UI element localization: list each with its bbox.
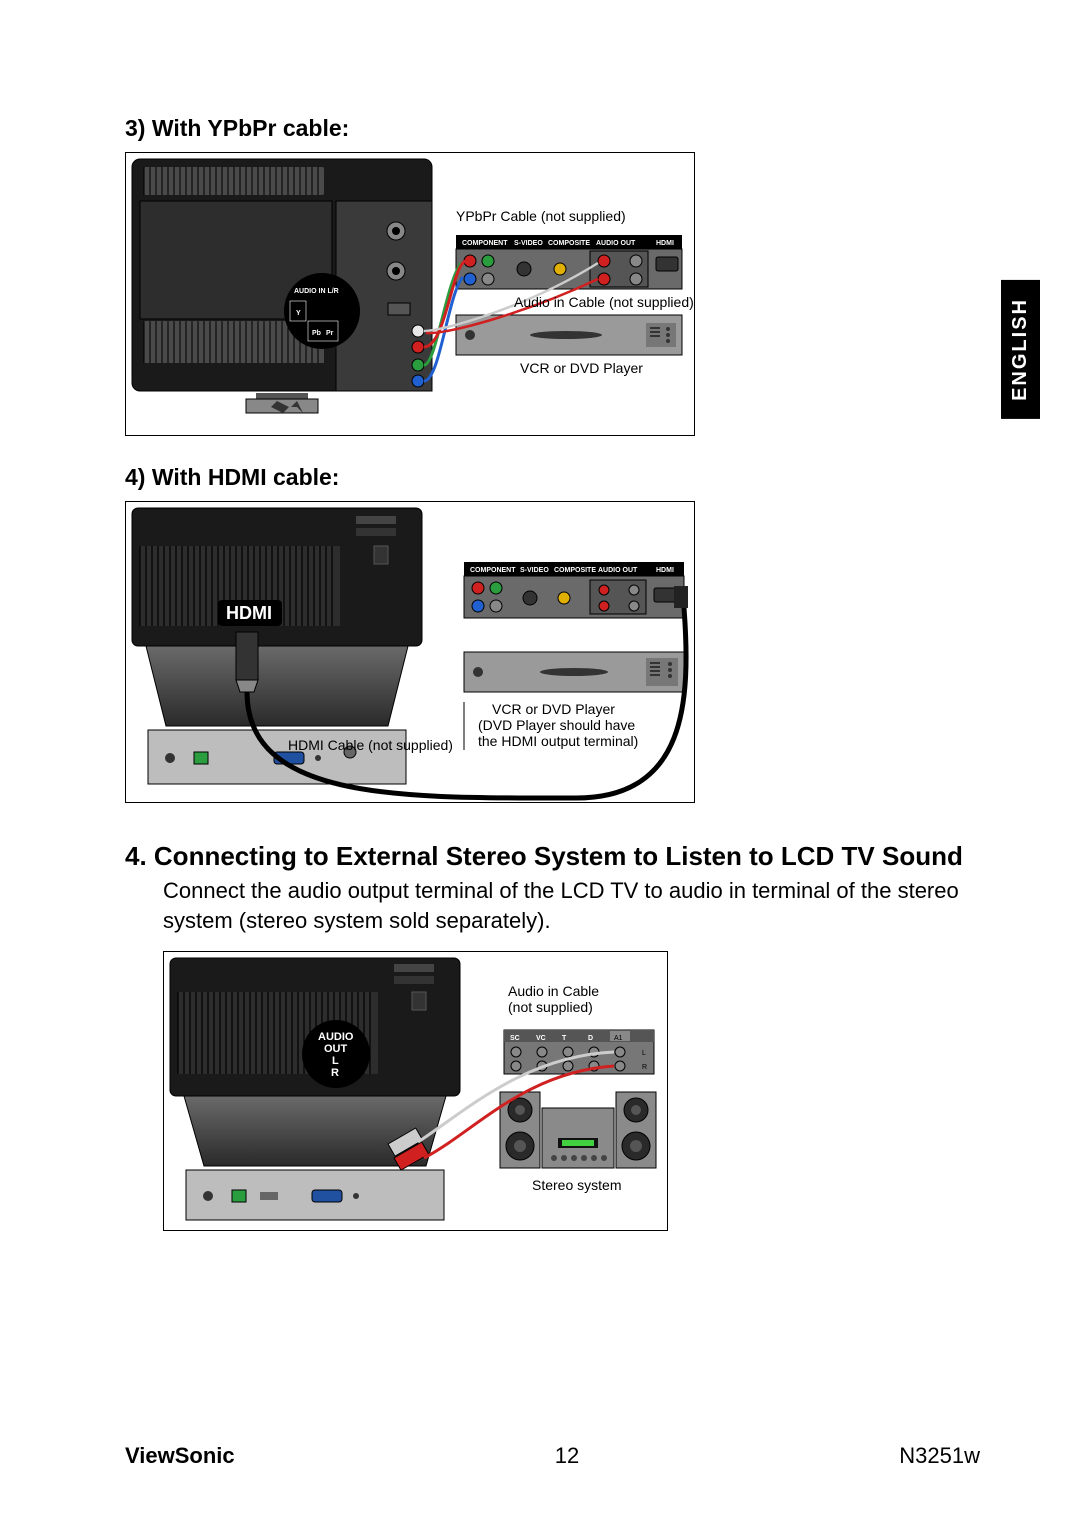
port-label: COMPONENT — [462, 240, 508, 247]
stereo-section-body: Connect the audio output terminal of the… — [163, 876, 980, 935]
ypbpr-cable-label: YPbPr Cable (not supplied) — [456, 208, 626, 224]
port-label: S-VIDEO — [514, 240, 543, 247]
port-label: S-VIDEO — [520, 567, 549, 574]
svg-text:R: R — [331, 1067, 339, 1079]
stereo-port: VC — [536, 1035, 546, 1042]
page-footer: ViewSonic 12 N3251w — [125, 1443, 980, 1469]
pb-label: Pb — [312, 330, 321, 337]
stereo-port: T — [562, 1035, 567, 1042]
dvd-note1: (DVD Player should have — [478, 717, 635, 733]
port-label: COMPOSITE — [548, 240, 590, 247]
dvd-note2: the HDMI output terminal) — [478, 733, 638, 749]
stereo-section-heading: 4. Connecting to External Stereo System … — [125, 841, 980, 872]
audio-cable-label: Audio in Cable — [508, 983, 599, 999]
audio-cable-label2: (not supplied) — [508, 999, 593, 1015]
ypbpr-heading: 3) With YPbPr cable: — [125, 115, 980, 142]
manual-page: ENGLISH 3) With YPbPr cable: — [0, 0, 1080, 1527]
footer-brand: ViewSonic — [125, 1443, 235, 1469]
stereo-port: D — [588, 1035, 593, 1042]
ypbpr-diagram: AUDIO IN L/R Y Pb Pr COMPONENT S-VIDEO C… — [125, 152, 695, 436]
audio-cable-label: Audio in Cable (not supplied) — [514, 294, 694, 310]
y-label: Y — [296, 310, 301, 317]
stereo-label: Stereo system — [532, 1177, 621, 1193]
dvd-label: VCR or DVD Player — [492, 701, 615, 717]
port-label: HDMI — [656, 240, 674, 247]
svg-text:L: L — [332, 1055, 339, 1067]
svg-text:R: R — [642, 1064, 647, 1071]
hdmi-diagram: HDMI COMPONENT S-VIDEO COMPOSITE AUDIO O… — [125, 501, 695, 803]
port-label: AUDIO OUT — [598, 567, 638, 574]
hdmi-label: HDMI — [226, 603, 272, 623]
footer-page-number: 12 — [555, 1443, 579, 1469]
hdmi-cable-label: HDMI Cable (not supplied) — [288, 737, 453, 753]
svg-text:AUDIO: AUDIO — [318, 1031, 354, 1043]
port-label: COMPONENT — [470, 567, 516, 574]
audio-in-text: AUDIO IN L/R — [294, 288, 339, 295]
pr-label: Pr — [326, 330, 334, 337]
svg-text:L: L — [642, 1050, 646, 1057]
svg-text:OUT: OUT — [324, 1043, 348, 1055]
stereo-port: SC — [510, 1035, 520, 1042]
port-label: HDMI — [656, 567, 674, 574]
footer-model: N3251w — [899, 1443, 980, 1469]
language-tab: ENGLISH — [1001, 280, 1040, 419]
port-label: AUDIO OUT — [596, 240, 636, 247]
hdmi-heading: 4) With HDMI cable: — [125, 464, 980, 491]
stereo-port: A1 — [614, 1035, 623, 1042]
port-label: COMPOSITE — [554, 567, 596, 574]
dvd-label: VCR or DVD Player — [520, 360, 643, 376]
stereo-diagram: AUDIO OUT L R SC VC — [163, 951, 668, 1231]
